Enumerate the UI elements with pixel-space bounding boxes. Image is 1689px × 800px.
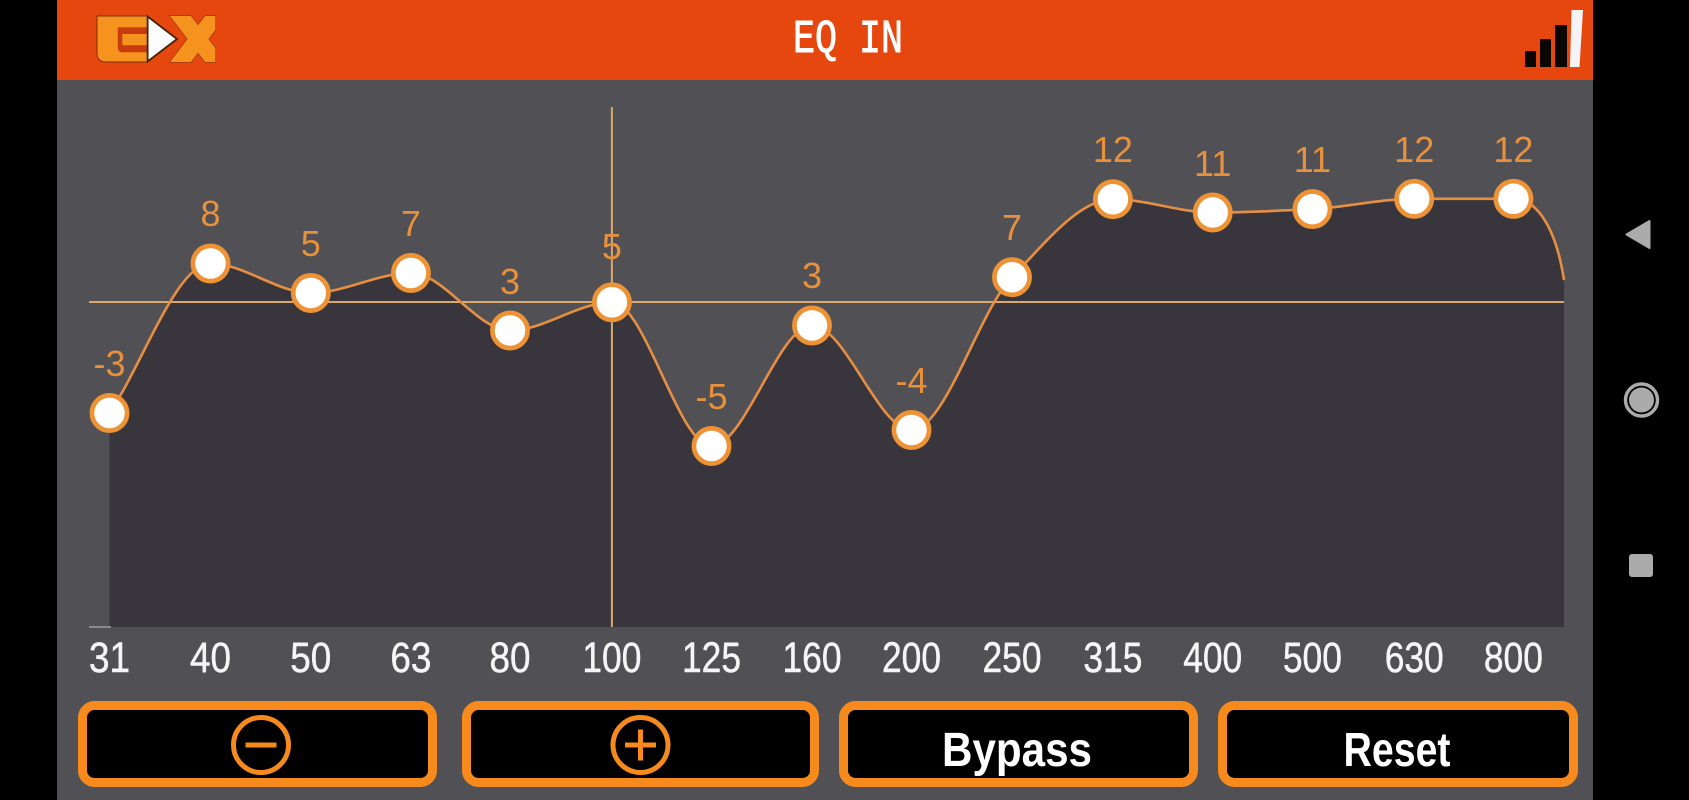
svg-text:-4: -4 bbox=[895, 360, 927, 401]
svg-text:7: 7 bbox=[1002, 207, 1022, 248]
svg-text:31: 31 bbox=[89, 634, 130, 682]
svg-text:11: 11 bbox=[1194, 143, 1231, 184]
svg-text:80: 80 bbox=[490, 634, 531, 682]
svg-text:Reset: Reset bbox=[1344, 724, 1451, 777]
svg-text:125: 125 bbox=[682, 634, 741, 682]
svg-text:400: 400 bbox=[1183, 634, 1242, 682]
svg-text:5: 5 bbox=[301, 223, 321, 264]
svg-text:200: 200 bbox=[882, 634, 941, 682]
svg-text:5: 5 bbox=[602, 226, 622, 267]
svg-text:12: 12 bbox=[1093, 129, 1133, 170]
svg-text:8: 8 bbox=[200, 193, 220, 234]
svg-text:40: 40 bbox=[190, 634, 231, 682]
svg-text:100: 100 bbox=[582, 634, 641, 682]
svg-text:250: 250 bbox=[983, 634, 1042, 682]
svg-text:3: 3 bbox=[802, 255, 822, 296]
svg-text:7: 7 bbox=[401, 203, 421, 244]
svg-text:EQ IN: EQ IN bbox=[793, 14, 903, 67]
svg-text:160: 160 bbox=[783, 634, 842, 682]
svg-text:500: 500 bbox=[1283, 634, 1342, 682]
svg-text:315: 315 bbox=[1083, 634, 1142, 682]
svg-text:800: 800 bbox=[1484, 634, 1543, 682]
svg-text:11: 11 bbox=[1294, 139, 1331, 180]
svg-text:-5: -5 bbox=[695, 376, 727, 417]
svg-text:3: 3 bbox=[500, 261, 520, 302]
svg-text:630: 630 bbox=[1385, 634, 1444, 682]
svg-text:50: 50 bbox=[290, 634, 331, 682]
svg-text:12: 12 bbox=[1493, 129, 1533, 170]
svg-text:Bypass: Bypass bbox=[942, 724, 1092, 777]
svg-text:63: 63 bbox=[390, 634, 431, 682]
svg-text:-3: -3 bbox=[93, 343, 125, 384]
svg-text:12: 12 bbox=[1394, 129, 1434, 170]
